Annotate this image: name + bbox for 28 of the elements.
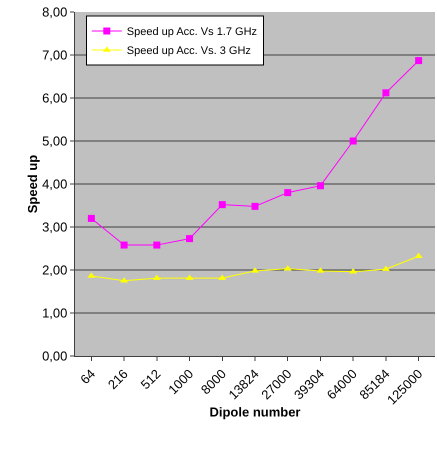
x-axis-title: Dipole number [209, 404, 301, 420]
point [415, 57, 422, 64]
legend-label: Speed up Acc. Vs. 3 GHz [126, 45, 251, 58]
point [316, 182, 324, 190]
point [120, 242, 128, 249]
x-tick-label: 512 [138, 366, 164, 392]
point [218, 201, 226, 208]
y-axis-title: Speed up [25, 154, 40, 214]
point [88, 214, 95, 222]
point [153, 242, 160, 249]
point [252, 202, 258, 210]
point [382, 89, 390, 96]
y-tick-label: 3,00 [42, 220, 68, 235]
point [316, 267, 324, 273]
y-tick-label: 8,00 [42, 4, 68, 20]
x-tick-label: 216 [104, 366, 131, 392]
y-tick-label: 1,00 [42, 306, 68, 321]
point [350, 138, 357, 144]
point [284, 189, 292, 196]
legend-label: Speed up Acc. Vs 1.7 GHz [126, 26, 258, 38]
x-tick-label: 64 [77, 366, 98, 388]
y-tick-label: 5,00 [42, 134, 68, 149]
point [186, 235, 194, 242]
y-tick-label: 7,00 [42, 48, 68, 63]
y-tick-label: 6,00 [42, 90, 68, 106]
y-tick-label: 0,00 [42, 348, 68, 364]
y-tick-label: 2,00 [42, 262, 68, 278]
y-tick-label: 4,00 [42, 176, 68, 192]
